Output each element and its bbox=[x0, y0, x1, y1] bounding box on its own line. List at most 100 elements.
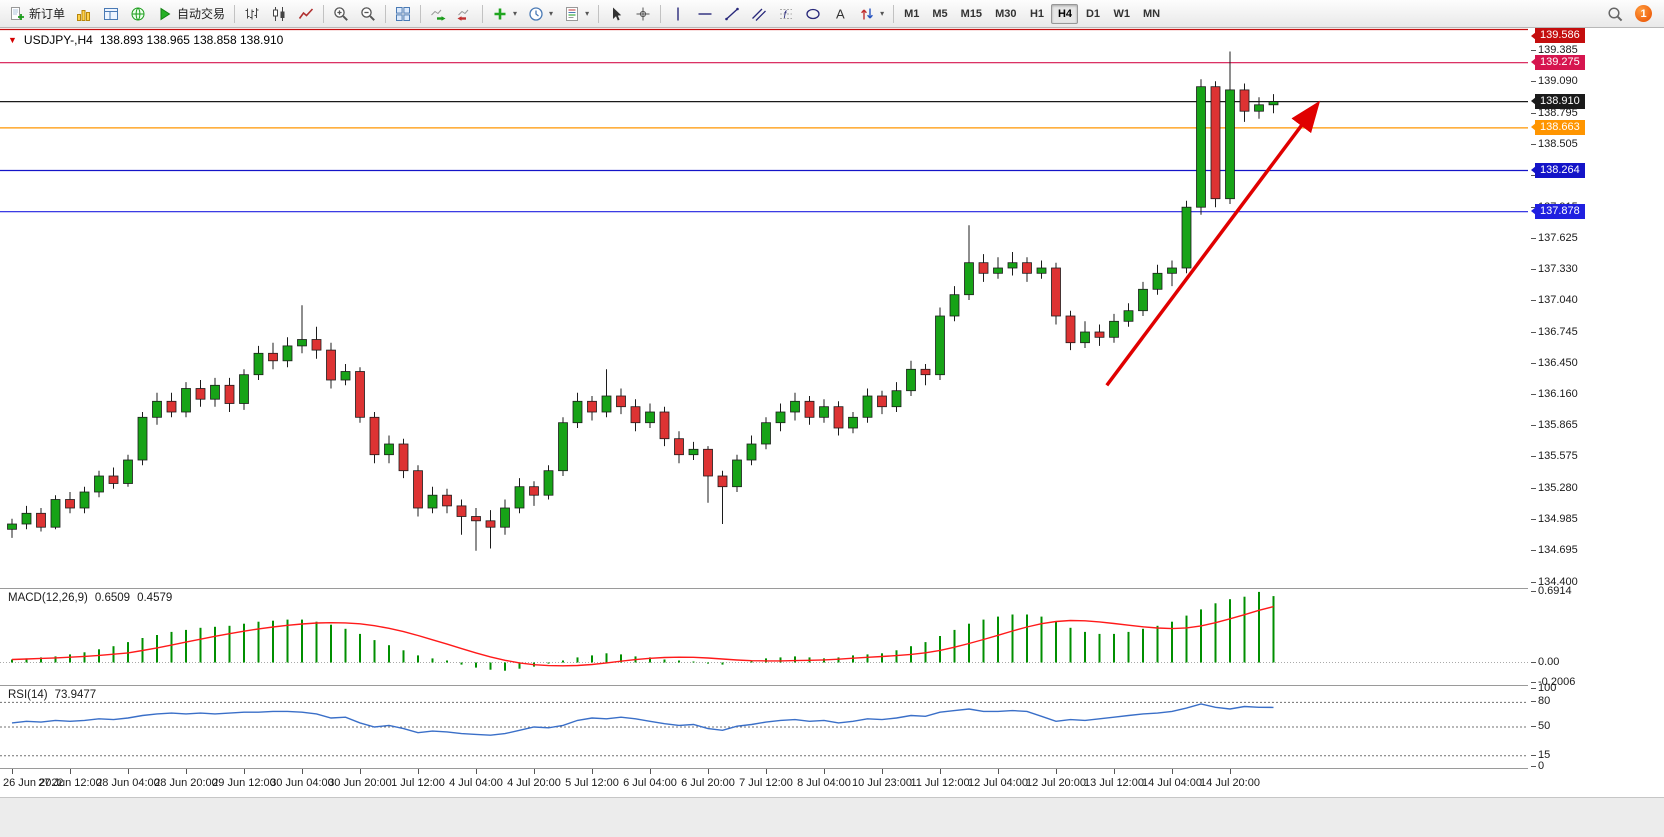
timeframe-m30-button[interactable]: M30 bbox=[995, 7, 1017, 20]
timeframe-m5-button[interactable]: M5 bbox=[932, 7, 948, 20]
search-icon bbox=[1607, 6, 1623, 22]
dropdown-caret-icon[interactable]: ▾ bbox=[585, 9, 590, 18]
price-line-label: 138.910 bbox=[1531, 93, 1585, 109]
time-tick-label: 30 Jun 20:00 bbox=[328, 777, 392, 789]
cursor-icon bbox=[608, 6, 624, 22]
indicators-button[interactable]: ▾ bbox=[487, 3, 522, 25]
globe-icon bbox=[130, 6, 146, 22]
arrows-button[interactable]: ▾ bbox=[854, 3, 889, 25]
auto-scroll-button[interactable] bbox=[425, 3, 451, 25]
strategy-tester-button[interactable] bbox=[125, 3, 151, 25]
toolbar-separator bbox=[482, 4, 484, 23]
time-tick-label: 12 Jul 04:00 bbox=[968, 777, 1028, 789]
trend-arrow[interactable] bbox=[1105, 100, 1321, 387]
time-tick-label: 14 Jul 20:00 bbox=[1200, 777, 1260, 789]
price-tick-label: 137.330 bbox=[1531, 263, 1578, 276]
template-icon bbox=[564, 6, 580, 22]
time-tick-mark bbox=[824, 769, 825, 774]
timeframe-w1-button[interactable]: W1 bbox=[1113, 7, 1130, 20]
periods-button[interactable]: ▾ bbox=[523, 3, 558, 25]
shapes-button[interactable] bbox=[800, 3, 826, 25]
dropdown-caret-icon[interactable]: ▾ bbox=[513, 9, 518, 18]
time-tick-label: 13 Jul 12:00 bbox=[1084, 777, 1144, 789]
time-tick-label: 4 Jul 04:00 bbox=[449, 777, 503, 789]
rsi-tick-label: 15 bbox=[1530, 748, 1551, 761]
price-line-label: 138.264 bbox=[1531, 162, 1585, 178]
price-tick-label: 134.400 bbox=[1531, 575, 1578, 588]
candlestick-chart-button[interactable] bbox=[266, 3, 292, 25]
rsi-line bbox=[11, 703, 1274, 736]
time-tick-mark bbox=[360, 769, 361, 774]
timeframe-m15-button[interactable]: M15 bbox=[960, 7, 983, 20]
indicators-plus-icon bbox=[492, 6, 508, 22]
search-button[interactable] bbox=[1602, 3, 1628, 25]
symbol-marker-icon: ▼ bbox=[8, 35, 17, 45]
fibonacci-button[interactable]: f bbox=[773, 3, 799, 25]
price-tick-label: 136.450 bbox=[1531, 357, 1578, 369]
crosshair-button[interactable] bbox=[630, 3, 656, 25]
timeframe-mn-button[interactable]: MN bbox=[1142, 7, 1161, 20]
time-tick-label: 5 Jul 12:00 bbox=[565, 777, 619, 789]
time-tick-mark bbox=[998, 769, 999, 774]
macd-name: MACD(12,26,9) bbox=[8, 592, 88, 604]
text-button[interactable]: A bbox=[827, 3, 853, 25]
time-tick-mark bbox=[12, 769, 13, 774]
fibonacci-icon: f bbox=[778, 6, 794, 22]
pane-separator[interactable] bbox=[0, 685, 1664, 686]
chart-shift-button[interactable] bbox=[452, 3, 478, 25]
main-toolbar: 新订单 自动交易 ▾ ▾ ▾ f A ▾ M1 M5 M15 M30 H1 H4 D1 W1 MN 1 bbox=[0, 0, 1664, 28]
zoom-in-button[interactable] bbox=[328, 3, 354, 25]
dropdown-caret-icon[interactable]: ▾ bbox=[880, 9, 885, 18]
pane-separator[interactable] bbox=[0, 588, 1664, 589]
time-tick-mark bbox=[418, 769, 419, 774]
auto-scroll-icon bbox=[430, 6, 446, 22]
price-tick-label: 138.505 bbox=[1531, 137, 1578, 150]
time-tick-mark bbox=[476, 769, 477, 774]
notification-badge[interactable]: 1 bbox=[1635, 5, 1652, 22]
bars-chart-button[interactable] bbox=[239, 3, 265, 25]
price-line-label: 139.586 bbox=[1531, 28, 1585, 43]
line-chart-button[interactable] bbox=[293, 3, 319, 25]
clock-icon bbox=[528, 6, 544, 22]
candlestick-chart[interactable] bbox=[0, 28, 1528, 588]
rsi-pane[interactable]: RSI(14) 73.9477 bbox=[0, 686, 1528, 768]
status-bar bbox=[0, 797, 1664, 837]
tile-grid-icon bbox=[395, 6, 411, 22]
channel-button[interactable] bbox=[746, 3, 772, 25]
macd-pane[interactable]: MACD(12,26,9) 0.6509 0.4579 bbox=[0, 589, 1528, 685]
vertical-line-button[interactable] bbox=[665, 3, 691, 25]
macd-chart[interactable] bbox=[0, 589, 1528, 685]
timeframe-d1-button[interactable]: D1 bbox=[1085, 7, 1100, 20]
time-tick-mark bbox=[70, 769, 71, 774]
horizontal-price-lines[interactable] bbox=[0, 28, 1528, 213]
timeframe-h1-button[interactable]: H1 bbox=[1029, 7, 1044, 20]
charts-button[interactable] bbox=[71, 3, 97, 25]
pane-separator[interactable] bbox=[0, 768, 1664, 769]
candlestick-icon bbox=[271, 6, 287, 22]
time-axis[interactable]: 26 Jun 2022 27 Jun 12:00 28 Jun 04:00 28 Ju… bbox=[0, 769, 1664, 797]
autotrading-button[interactable]: 自动交易 bbox=[152, 3, 230, 25]
price-tick-label: 134.695 bbox=[1531, 544, 1578, 557]
zoom-out-button[interactable] bbox=[355, 3, 381, 25]
price-axis[interactable]: 139.385139.090138.795138.505138.210137.9… bbox=[1528, 28, 1664, 772]
dropdown-caret-icon[interactable]: ▾ bbox=[549, 9, 554, 18]
timeframe-m1-button[interactable]: M1 bbox=[904, 7, 920, 20]
trendline-button[interactable] bbox=[719, 3, 745, 25]
time-tick-label: 28 Jun 20:00 bbox=[154, 777, 218, 789]
templates-button[interactable]: ▾ bbox=[559, 3, 594, 25]
price-chart-pane[interactable]: ▼ USDJPY-,H4 138.893 138.965 138.858 138… bbox=[0, 28, 1528, 588]
profiles-button[interactable] bbox=[98, 3, 124, 25]
timeframe-h4-button[interactable]: H4 bbox=[1051, 3, 1079, 24]
rsi-tick-label: 0 bbox=[1530, 760, 1545, 772]
rsi-label: RSI(14) 73.9477 bbox=[8, 689, 96, 701]
macd-tick-label: 0.00 bbox=[1530, 655, 1560, 668]
rsi-chart[interactable] bbox=[0, 686, 1528, 768]
horizontal-line-button[interactable] bbox=[692, 3, 718, 25]
time-tick-label: 28 Jun 04:00 bbox=[96, 777, 160, 789]
cursor-button[interactable] bbox=[603, 3, 629, 25]
time-tick-mark bbox=[186, 769, 187, 774]
tile-windows-button[interactable] bbox=[390, 3, 416, 25]
chart-title: ▼ USDJPY-,H4 138.893 138.965 138.858 138… bbox=[8, 33, 283, 47]
new-order-button[interactable]: 新订单 bbox=[4, 3, 70, 25]
toolbar-separator bbox=[893, 4, 895, 23]
